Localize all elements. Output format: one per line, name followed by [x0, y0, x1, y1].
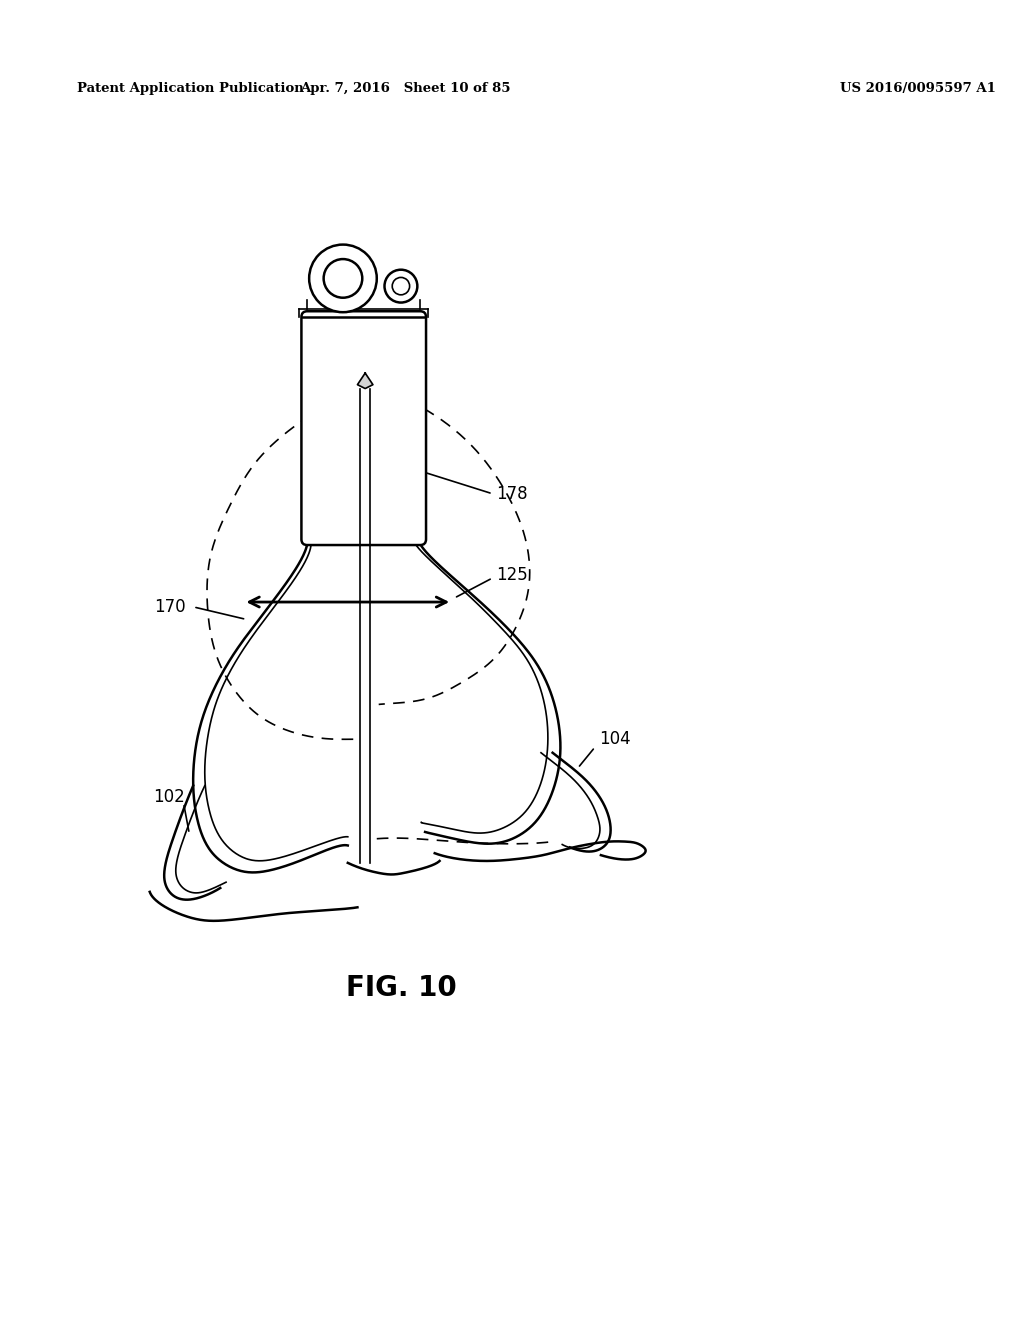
Polygon shape: [357, 374, 373, 388]
Text: 104: 104: [599, 730, 631, 748]
Text: 125: 125: [497, 566, 528, 583]
Circle shape: [309, 244, 377, 313]
Text: 102: 102: [153, 788, 184, 807]
Circle shape: [384, 269, 418, 302]
Text: Patent Application Publication: Patent Application Publication: [77, 82, 304, 95]
Text: 124: 124: [383, 506, 415, 524]
Text: 170: 170: [155, 598, 186, 616]
Circle shape: [324, 259, 362, 298]
Text: US 2016/0095597 A1: US 2016/0095597 A1: [841, 82, 996, 95]
Text: Apr. 7, 2016   Sheet 10 of 85: Apr. 7, 2016 Sheet 10 of 85: [300, 82, 511, 95]
Text: 178: 178: [497, 484, 528, 503]
FancyBboxPatch shape: [301, 312, 426, 545]
Circle shape: [392, 277, 410, 294]
Text: FIG. 10: FIG. 10: [345, 974, 457, 1002]
